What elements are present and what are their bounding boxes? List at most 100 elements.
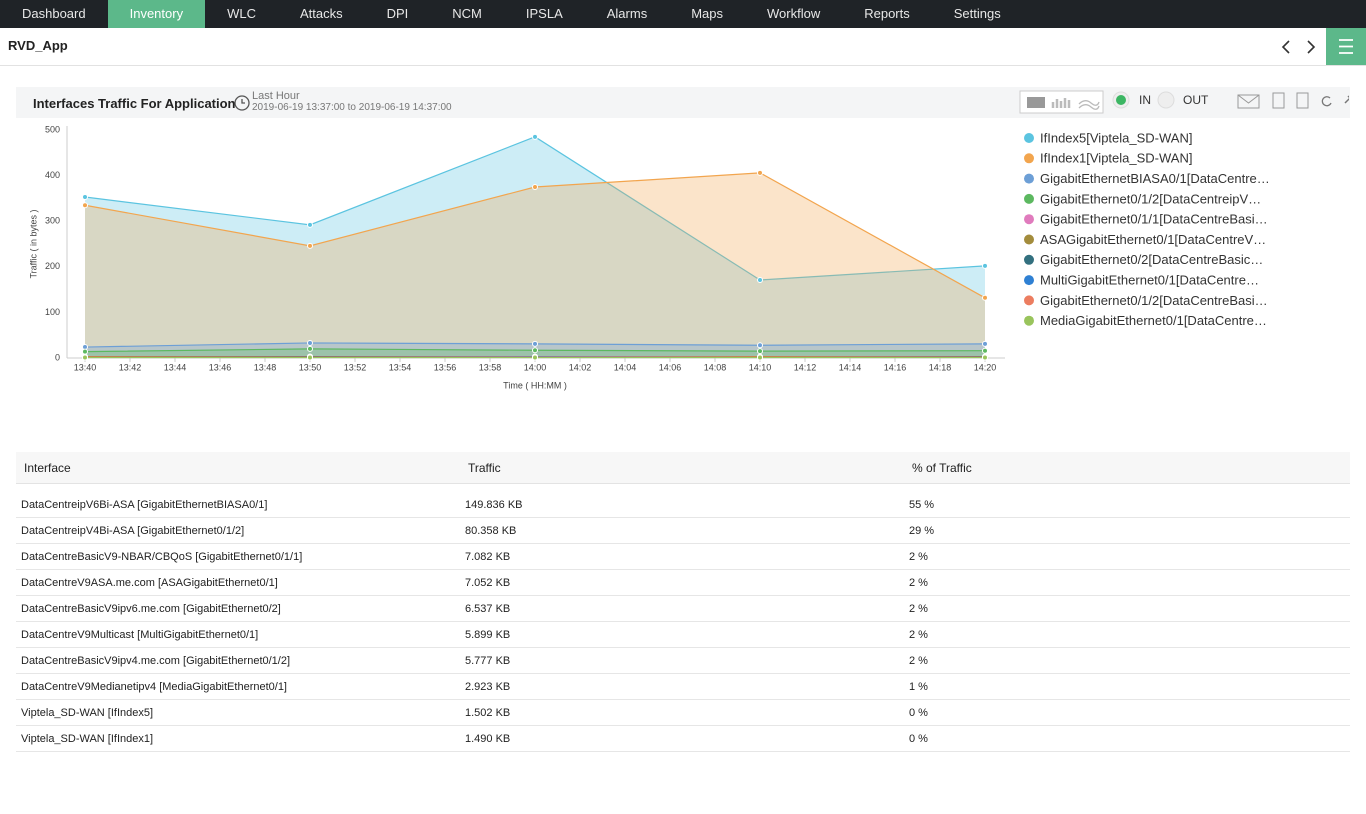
table-cell: DataCentreBasicV9ipv6.me.com [GigabitEth… — [16, 595, 460, 622]
nav-item[interactable]: Maps — [691, 6, 723, 21]
legend-marker[interactable] — [1024, 193, 1034, 204]
traffic-table: Interface Traffic% of Traffic DataCentreip… — [16, 452, 1350, 752]
table-row: DataCentreV9Medianetipv4 [MediaGigabitEt… — [16, 673, 1350, 700]
csv-icon[interactable] — [1296, 92, 1309, 109]
x-tick-label: 13:44 — [164, 362, 187, 372]
area-fill — [85, 172, 985, 358]
nav-item[interactable]: NCM — [452, 6, 482, 21]
x-tick-label: 14:12 — [794, 362, 817, 372]
table-cell: 2 % — [904, 647, 1350, 674]
table-row: DataCentreV9ASA.me.com [ASAGigabitEthern… — [16, 569, 1350, 596]
spacer — [16, 484, 1350, 493]
prev-button[interactable] — [1281, 40, 1290, 54]
nav-item[interactable]: IPSLA — [525, 6, 563, 21]
table-cell: DataCentreBasicV9-NBAR/CBQoS [GigabitEth… — [16, 543, 460, 570]
table-cell: 2.923 KB — [460, 673, 904, 700]
legend-label[interactable]: GigabitEthernet0/1/1[DataCentreBasi… — [1040, 212, 1268, 227]
data-point — [532, 354, 538, 361]
data-point — [307, 339, 313, 346]
data-point — [982, 347, 988, 354]
toolbar: IN OUT — [1019, 90, 1349, 114]
legend-marker[interactable] — [1024, 173, 1034, 184]
legend-marker[interactable] — [1024, 254, 1034, 265]
legend-label[interactable]: IfIndex5[Viptela_SD-WAN] — [1040, 130, 1192, 145]
data-point — [982, 340, 988, 347]
data-point — [307, 242, 313, 249]
nav-item[interactable]: Settings — [953, 6, 1001, 21]
nav-item[interactable]: Dashboard — [22, 6, 86, 21]
data-point — [757, 354, 763, 361]
table-cell: 5.777 KB — [460, 647, 904, 674]
table-row: DataCentreBasicV9ipv4.me.com [GigabitEth… — [16, 647, 1350, 674]
x-tick-label: 13:46 — [209, 362, 232, 372]
x-tick-label: 14:06 — [659, 362, 682, 372]
legend-label[interactable]: GigabitEthernet0/1/2[DataCentreBasi… — [1040, 293, 1268, 308]
table-cell: 7.082 KB — [460, 543, 904, 570]
nav-item[interactable]: Attacks — [299, 6, 343, 21]
legend-marker[interactable] — [1024, 234, 1034, 245]
data-point — [307, 221, 313, 228]
pdf-icon[interactable] — [1272, 92, 1285, 109]
table-row: DataCentreBasicV9ipv6.me.com [GigabitEth… — [16, 595, 1350, 622]
data-point — [982, 262, 988, 269]
bar-icon[interactable] — [1051, 98, 1071, 108]
table-header: Interface Traffic% of Traffic — [16, 452, 1350, 484]
legend-marker[interactable] — [1024, 133, 1034, 143]
data-point — [757, 169, 763, 176]
y-tick-label: 0 — [55, 352, 60, 362]
nav-bar: Dashboard Inventory WLC Attacks DPI NCM IPSLA A… — [0, 0, 1366, 28]
x-tick-label: 13:52 — [344, 362, 367, 372]
legend-label[interactable]: GigabitEthernetBIASA0/1[DataCentre… — [1040, 171, 1270, 186]
nav-item[interactable]: Alarms — [606, 6, 648, 21]
table-cell: 80.358 KB — [460, 517, 904, 544]
x-tick-label: 13:56 — [434, 362, 457, 372]
table-cell: 6.537 KB — [460, 595, 904, 622]
legend-label[interactable]: GigabitEthernet0/2[DataCentreBasic… — [1040, 252, 1263, 267]
table-cell: 0 % — [904, 725, 1350, 752]
radio-out[interactable] — [1157, 91, 1175, 109]
data-point — [532, 347, 538, 354]
line-icon[interactable] — [1078, 100, 1100, 110]
legend-marker[interactable] — [1024, 214, 1034, 225]
legend-label[interactable]: MultiGigabitEthernet0/1[DataCentre… — [1040, 273, 1259, 288]
y-axis-title: Traffic ( in bytes ) — [28, 209, 38, 278]
nav-item[interactable]: WLC — [227, 6, 256, 21]
area-fill — [85, 136, 985, 358]
table-cell: DataCentreV9ASA.me.com [ASAGigabitEthern… — [16, 569, 460, 596]
legend-marker[interactable] — [1024, 315, 1034, 326]
column-header: Interface — [16, 452, 460, 484]
clock-icon — [234, 95, 250, 111]
legend-label[interactable]: GigabitEthernet0/1/2[DataCentreipV… — [1040, 191, 1261, 206]
legend-marker[interactable] — [1024, 153, 1034, 164]
mail-icon[interactable] — [1237, 94, 1260, 109]
table-row: Viptela_SD-WAN [IfIndex5] 1.502 KB 0 % — [16, 699, 1350, 726]
legend-label[interactable]: MediaGigabitEthernet0/1[DataCentre… — [1040, 313, 1267, 328]
next-button[interactable] — [1307, 40, 1316, 54]
toggle-label: OUT — [1183, 93, 1209, 107]
legend-marker[interactable] — [1024, 275, 1034, 286]
y-tick-label: 300 — [45, 216, 60, 226]
table-cell: 1 % — [904, 673, 1350, 700]
table-row: DataCentreipV6Bi-ASA [GigabitEthernetBIA… — [16, 492, 1350, 518]
data-point — [82, 354, 88, 361]
legend-label[interactable]: ASAGigabitEthernet0/1[DataCentreV… — [1040, 232, 1266, 247]
table-cell: 5.899 KB — [460, 621, 904, 648]
nav-item[interactable]: DPI — [386, 6, 409, 21]
data-point — [757, 277, 763, 284]
legend-marker[interactable] — [1024, 295, 1034, 306]
header-bar: RVD_App — [0, 28, 1366, 66]
nav-item[interactable]: Reports — [864, 6, 910, 21]
menu-button[interactable] — [1326, 28, 1366, 65]
table-cell: 149.836 KB — [460, 492, 904, 518]
table-cell: DataCentreV9Multicast [MultiGigabitEther… — [16, 621, 460, 648]
x-axis-title: Time ( HH:MM ) — [503, 380, 567, 390]
pin-icon[interactable] — [1344, 95, 1349, 104]
table-row: DataCentreBasicV9-NBAR/CBQoS [GigabitEth… — [16, 543, 1350, 570]
nav-item[interactable]: Inventory — [107, 0, 206, 28]
nav-item[interactable]: Workflow — [767, 6, 821, 21]
area-icon[interactable] — [1027, 97, 1045, 108]
legend-label[interactable]: IfIndex1[Viptela_SD-WAN] — [1040, 151, 1192, 166]
y-tick-label: 100 — [45, 307, 60, 317]
refresh-icon[interactable] — [1321, 96, 1332, 107]
